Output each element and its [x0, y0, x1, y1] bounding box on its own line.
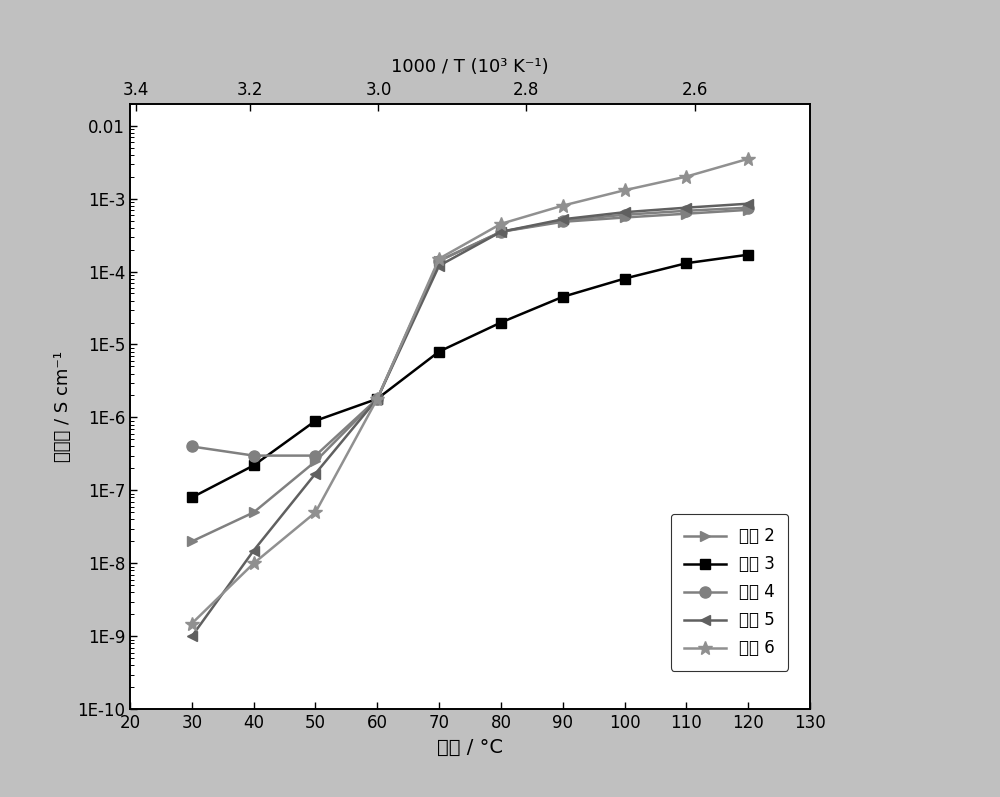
Line: 实例 4: 实例 4: [186, 202, 754, 461]
实例 4: [371, 394, 383, 403]
实例 6: [248, 559, 260, 568]
Line: 实例 2: 实例 2: [187, 205, 753, 546]
实例 6: [309, 508, 321, 517]
实例 2: [557, 217, 569, 226]
实例 4: [309, 451, 321, 461]
实例 3: [742, 250, 754, 260]
实例 4: [680, 206, 692, 215]
实例 5: [371, 394, 383, 403]
实例 6: [619, 186, 631, 195]
实例 4: [619, 210, 631, 219]
实例 6: [186, 618, 198, 628]
实例 4: [495, 227, 507, 237]
实例 4: [433, 256, 445, 265]
实例 6: [433, 254, 445, 264]
Line: 实例 6: 实例 6: [185, 152, 755, 630]
X-axis label: 温度 / °C: 温度 / °C: [437, 738, 503, 756]
实例 5: [557, 214, 569, 224]
实例 3: [557, 292, 569, 301]
实例 2: [619, 213, 631, 222]
实例 4: [186, 442, 198, 451]
实例 6: [557, 201, 569, 210]
Line: 实例 5: 实例 5: [187, 198, 753, 642]
实例 3: [433, 347, 445, 356]
实例 5: [433, 261, 445, 270]
实例 2: [742, 205, 754, 214]
X-axis label: 1000 / T (10³ K⁻¹): 1000 / T (10³ K⁻¹): [391, 58, 549, 77]
实例 2: [248, 508, 260, 517]
实例 4: [557, 216, 569, 226]
Y-axis label: 电导率 / S cm⁻¹: 电导率 / S cm⁻¹: [54, 351, 72, 462]
实例 3: [309, 416, 321, 426]
实例 3: [619, 274, 631, 284]
实例 2: [371, 394, 383, 403]
实例 5: [495, 227, 507, 237]
实例 5: [186, 631, 198, 641]
Legend: 实例 2, 实例 3, 实例 4, 实例 5, 实例 6: 实例 2, 实例 3, 实例 4, 实例 5, 实例 6: [671, 514, 788, 671]
实例 4: [742, 203, 754, 213]
实例 4: [248, 451, 260, 461]
实例 2: [309, 457, 321, 466]
Line: 实例 3: 实例 3: [187, 249, 753, 502]
实例 2: [680, 209, 692, 218]
实例 6: [371, 394, 383, 403]
实例 5: [248, 546, 260, 556]
实例 6: [680, 172, 692, 182]
实例 3: [248, 461, 260, 470]
实例 5: [309, 469, 321, 478]
实例 2: [186, 536, 198, 546]
实例 5: [742, 199, 754, 209]
实例 3: [495, 318, 507, 328]
实例 5: [619, 207, 631, 217]
实例 3: [371, 394, 383, 403]
实例 2: [433, 256, 445, 265]
实例 5: [680, 203, 692, 213]
实例 3: [680, 258, 692, 268]
实例 6: [742, 154, 754, 163]
实例 2: [495, 227, 507, 237]
实例 6: [495, 219, 507, 229]
实例 3: [186, 493, 198, 502]
